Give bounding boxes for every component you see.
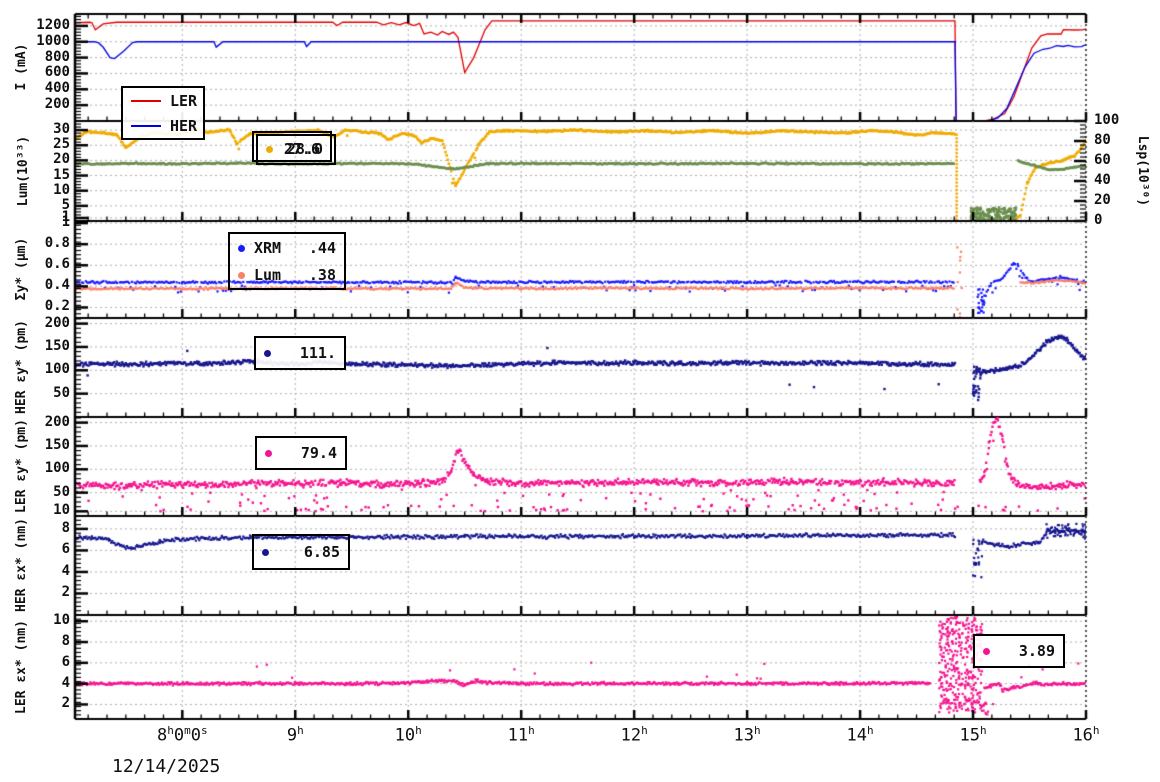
legend-value-her-ey: 111. — [299, 344, 336, 362]
legend-value-lum-a: 28.0 — [286, 139, 323, 158]
y-tick-label: 20 — [53, 151, 70, 168]
legend-luminosity-outline — [252, 131, 332, 162]
y-tick-label: 800 — [44, 48, 70, 65]
y-tick-label: 8 — [61, 633, 70, 650]
y-tick-label: 6 — [61, 653, 70, 670]
legend-value-lum-size: .38 — [308, 266, 336, 284]
y-tick-label: 10 — [53, 612, 70, 629]
y-tick-label: 150 — [44, 436, 70, 453]
y-tick-label: 1200 — [36, 16, 70, 33]
y-tick-label: 200 — [44, 314, 70, 331]
y-tick-label: 5 — [61, 196, 70, 213]
x-tick-label: 11h — [507, 724, 535, 746]
y-tick-label: 1 — [61, 214, 70, 231]
x-tick-label: 16h — [1072, 724, 1100, 746]
y-tick-label: 30 — [53, 121, 70, 138]
y-tick-label: 400 — [44, 80, 70, 97]
y-tick-label: 600 — [44, 64, 70, 81]
y-tick-label: 1 — [61, 208, 70, 225]
legend-label-her: HER — [170, 117, 198, 135]
legend-value-lum-b: 27.6 — [283, 139, 320, 158]
y-tick-label: 100 — [44, 460, 70, 477]
her-ey-dot-marker — [264, 349, 271, 357]
x-tick-label: 10h — [394, 724, 422, 746]
right-tick-label: 0 — [1094, 212, 1103, 228]
legend-her-ex: 6.85 — [252, 534, 350, 570]
legend-sigma-y: XRM .44 Lum .38 — [228, 232, 346, 290]
y-tick-label: 50 — [53, 483, 70, 500]
y-tick-label: 10 — [53, 181, 70, 198]
y-tick-label: 0.2 — [44, 298, 70, 315]
legend-beam-current: LER HER — [121, 86, 205, 140]
y-tick-label: 1000 — [36, 32, 70, 49]
x-tick-label: 15h — [959, 724, 987, 746]
y-tick-label: 0.8 — [44, 235, 70, 252]
y-tick-label: 0.4 — [44, 277, 70, 294]
x-tick-label: 13h — [733, 724, 761, 746]
legend-label-xrm: XRM — [254, 239, 282, 257]
ler-ex-dot-marker — [983, 647, 990, 655]
y-tick-label: 4 — [61, 562, 70, 579]
y-tick-label: 50 — [53, 384, 70, 401]
x-tick-label: 12h — [620, 724, 648, 746]
y-tick-label: 10 — [53, 502, 70, 519]
legend-her-ey: 111. — [254, 336, 346, 370]
legend-ler-ey: 79.4 — [255, 436, 347, 470]
her-ex-dot-marker — [262, 548, 269, 556]
y-tick-label: 6 — [61, 541, 70, 558]
date-label: 12/14/2025 — [112, 756, 221, 777]
legend-value-her-ex: 6.85 — [303, 543, 340, 561]
legend-ler-ex: 3.89 — [973, 634, 1065, 668]
x-tick-label: 9h — [286, 724, 304, 746]
y-tick-label: 100 — [44, 361, 70, 378]
y-tick-label: 25 — [53, 136, 70, 153]
x-tick-label: 8h0m0s — [157, 724, 208, 746]
y-axis-label-lsp: Lsp(10³⁰) — [1135, 135, 1150, 207]
xrm-dot-marker — [238, 244, 245, 252]
y-tick-label: 8 — [61, 519, 70, 536]
y-tick-label: 15 — [53, 166, 70, 183]
right-tick-label: 40 — [1094, 172, 1111, 188]
y-tick-label: 2 — [61, 695, 70, 712]
ler-line-marker — [131, 100, 161, 102]
right-tick-label: 80 — [1094, 132, 1111, 148]
y-tick-label: 0.6 — [44, 256, 70, 273]
lum-size-dot-marker — [238, 271, 245, 279]
legend-label-lum-size: Lum — [254, 266, 282, 284]
lum-dot-marker — [266, 146, 273, 153]
legend-value-ler-ex: 3.89 — [1018, 642, 1055, 660]
right-tick-label: 60 — [1094, 152, 1111, 168]
legend-label-ler: LER — [170, 92, 198, 110]
x-tick-label: 14h — [846, 724, 874, 746]
y-tick-label: 200 — [44, 96, 70, 113]
legend-value-ler-ey: 79.4 — [300, 444, 337, 462]
y-tick-label: 4 — [61, 674, 70, 691]
legend-value-xrm: .44 — [308, 239, 336, 257]
her-line-marker — [131, 125, 161, 127]
right-tick-label: 20 — [1094, 192, 1111, 208]
legend-luminosity: 28.0 27.6 — [256, 134, 336, 165]
y-tick-label: 200 — [44, 413, 70, 430]
y-tick-label: 150 — [44, 337, 70, 354]
right-tick-label: 100 — [1094, 112, 1120, 128]
ler-ey-dot-marker — [265, 449, 272, 457]
y-tick-label: 2 — [61, 584, 70, 601]
